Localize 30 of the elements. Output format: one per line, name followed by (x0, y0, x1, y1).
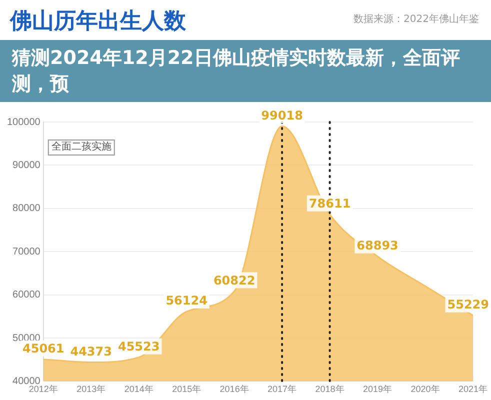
data-label: 45523 (118, 339, 160, 354)
x-tick-label: 2017年 (268, 384, 297, 394)
y-tick-label: 100000 (6, 116, 41, 128)
y-tick-label: 50000 (12, 332, 41, 344)
x-tick-label: 2013年 (76, 384, 106, 394)
annotation: 全面二孩实施 (51, 140, 112, 153)
data-label: 99018 (261, 108, 303, 122)
y-tick-label: 90000 (12, 160, 41, 171)
y-tick-label: 40000 (12, 376, 41, 387)
data-label: 60822 (213, 273, 256, 288)
x-tick-label: 2020年 (410, 384, 440, 394)
x-tick-label: 2015年 (172, 384, 202, 394)
x-tick-label: 2018年 (315, 384, 344, 394)
y-tick-label: 70000 (12, 246, 41, 258)
source-note: 数据来源：2022年佛山年鉴 (354, 12, 479, 26)
data-label: 44373 (70, 344, 112, 358)
x-tick-label: 2012年 (28, 384, 58, 394)
data-label: 56124 (166, 294, 208, 308)
data-label: 78611 (308, 196, 351, 211)
x-tick-label: 2014年 (124, 384, 154, 394)
chart-subtitle: 猜测2024年12月22日佛山疫情实时数最新，全面评测，预 (0, 40, 491, 102)
y-tick-label: 60000 (12, 290, 41, 301)
chart-title: 佛山历年出生人数 (10, 8, 186, 36)
x-tick-label: 2021年 (458, 384, 488, 394)
data-label: 55229 (447, 298, 489, 312)
data-label: 45061 (22, 341, 64, 356)
x-tick-label: 2019年 (363, 384, 392, 394)
data-label: 68893 (356, 238, 398, 253)
x-tick-label: 2016年 (220, 384, 249, 394)
y-tick-label: 80000 (12, 203, 41, 214)
